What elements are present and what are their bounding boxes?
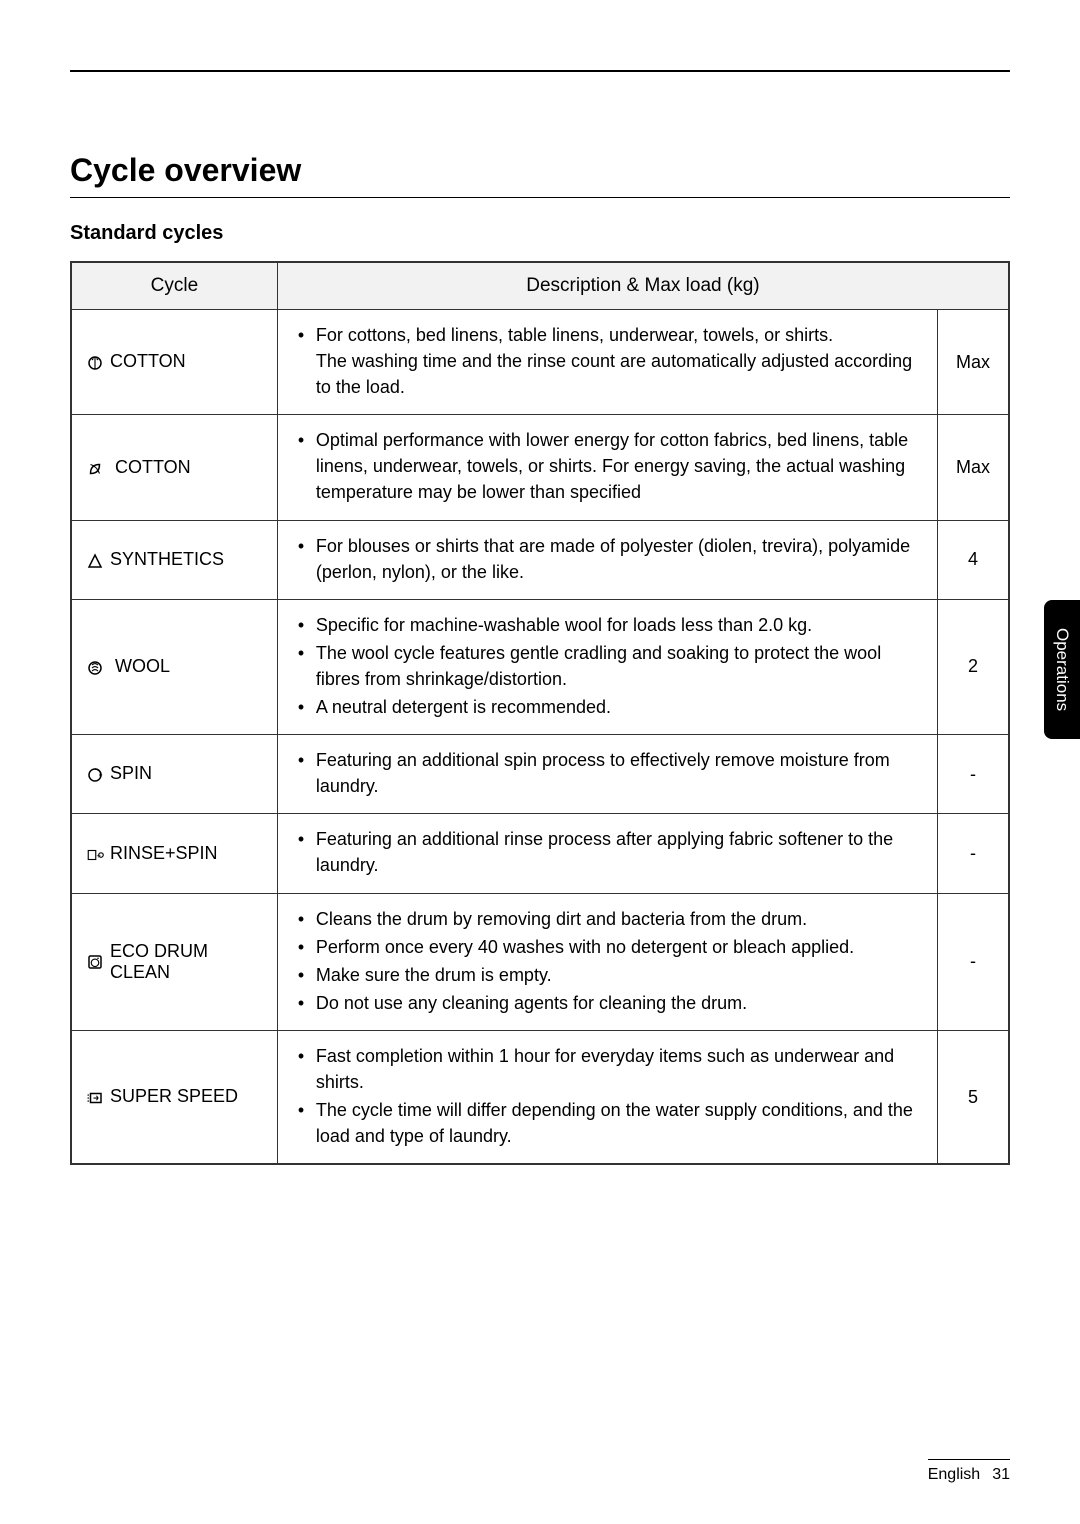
cycle-label: COTTON <box>110 457 191 477</box>
cycle-label: WOOL <box>110 656 170 676</box>
cycle-label: SPIN <box>110 763 152 783</box>
header-desc-load: Description & Max load (kg) <box>277 262 1009 310</box>
bullet-item: Specific for machine-washable wool for l… <box>292 612 923 638</box>
desc-load-cell: Featuring an additional rinse process af… <box>277 814 1009 893</box>
top-rule <box>70 70 1010 72</box>
cycle-cell: ECO DRUMCLEAN <box>71 893 277 1030</box>
description: Optimal performance with lower energy fo… <box>278 415 938 519</box>
description: Cleans the drum by removing dirt and bac… <box>278 894 938 1030</box>
cycle-label: ECO DRUMCLEAN <box>110 941 208 983</box>
bullet-item: Optimal performance with lower energy fo… <box>292 427 923 505</box>
desc-load-cell: Fast completion within 1 hour for everyd… <box>277 1030 1009 1164</box>
bullet-item: The wool cycle features gentle cradling … <box>292 640 923 692</box>
spin-icon <box>86 764 106 785</box>
desc-load-cell: Featuring an additional spin process to … <box>277 735 1009 814</box>
cycle-cell: SPIN <box>71 735 277 814</box>
cycle-label: SUPER SPEED <box>110 1086 238 1106</box>
cycles-table: Cycle Description & Max load (kg) COTTON… <box>70 261 1010 1165</box>
bullet-item: Featuring an additional spin process to … <box>292 747 923 799</box>
speed-icon <box>86 1087 106 1108</box>
wool-icon <box>86 657 106 678</box>
desc-load-cell: For cottons, bed linens, table linens, u… <box>277 310 1009 415</box>
desc-load-cell: Cleans the drum by removing dirt and bac… <box>277 893 1009 1030</box>
table-row: COTTON Optimal performance with lower ene… <box>71 415 1009 520</box>
max-load: - <box>938 735 1008 813</box>
table-row: SYNTHETICS For blouses or shirts that are… <box>71 520 1009 599</box>
eco-leaf-icon <box>86 457 106 478</box>
cycle-label: SYNTHETICS <box>110 549 224 569</box>
triangle-icon <box>86 550 106 571</box>
description: Fast completion within 1 hour for everyd… <box>278 1031 938 1163</box>
cotton-circle-icon <box>86 352 106 373</box>
cycle-cell: +RINSE+SPIN <box>71 814 277 893</box>
max-load: - <box>938 894 1008 1030</box>
max-load: Max <box>938 415 1008 519</box>
table-header-row: Cycle Description & Max load (kg) <box>71 262 1009 310</box>
max-load: 2 <box>938 600 1008 734</box>
side-tab: Operations <box>1044 600 1080 739</box>
table-row: SPIN Featuring an additional spin process… <box>71 735 1009 814</box>
bullet-item: For cottons, bed linens, table linens, u… <box>292 322 923 400</box>
cycle-label: COTTON <box>110 351 186 371</box>
bullet-item: Do not use any cleaning agents for clean… <box>292 990 923 1016</box>
subtitle: Standard cycles <box>70 222 1010 245</box>
table-row: +RINSE+SPIN Featuring an additional rinse… <box>71 814 1009 893</box>
max-load: Max <box>938 310 1008 414</box>
table-row: COTTON For cottons, bed linens, table lin… <box>71 310 1009 415</box>
description: For blouses or shirts that are made of p… <box>278 521 938 599</box>
description: Specific for machine-washable wool for l… <box>278 600 938 734</box>
rinse-spin-icon: + <box>86 843 106 864</box>
desc-load-cell: For blouses or shirts that are made of p… <box>277 520 1009 599</box>
max-load: - <box>938 814 1008 892</box>
cycle-cell: COTTON <box>71 310 277 415</box>
bullet-item: Fast completion within 1 hour for everyd… <box>292 1043 923 1095</box>
description: Featuring an additional spin process to … <box>278 735 938 813</box>
description: For cottons, bed linens, table linens, u… <box>278 310 938 414</box>
desc-load-cell: Specific for machine-washable wool for l… <box>277 599 1009 734</box>
header-cycle: Cycle <box>71 262 277 310</box>
page-title: Cycle overview <box>70 152 1010 198</box>
bullet-item: Featuring an additional rinse process af… <box>292 826 923 878</box>
desc-load-cell: Optimal performance with lower energy fo… <box>277 415 1009 520</box>
page-footer: English 31 <box>928 1459 1010 1484</box>
bullet-item: Perform once every 40 washes with no det… <box>292 934 923 960</box>
bullet-item: For blouses or shirts that are made of p… <box>292 533 923 585</box>
table-row: WOOL Specific for machine-washable wool f… <box>71 599 1009 734</box>
cycle-cell: COTTON <box>71 415 277 520</box>
max-load: 4 <box>938 521 1008 599</box>
bullet-item: Make sure the drum is empty. <box>292 962 923 988</box>
side-tab-label: Operations <box>1053 628 1072 711</box>
footer-lang: English <box>928 1466 980 1484</box>
footer-page-number: 31 <box>992 1466 1010 1484</box>
cycle-label: RINSE+SPIN <box>110 843 218 863</box>
max-load: 5 <box>938 1031 1008 1163</box>
cycle-cell: SUPER SPEED <box>71 1030 277 1164</box>
description: Featuring an additional rinse process af… <box>278 814 938 892</box>
bullet-item: A neutral detergent is recommended. <box>292 694 923 720</box>
cycle-cell: SYNTHETICS <box>71 520 277 599</box>
drum-icon <box>86 951 106 972</box>
cycle-cell: WOOL <box>71 599 277 734</box>
bullet-item: The cycle time will differ depending on … <box>292 1097 923 1149</box>
table-row: SUPER SPEED Fast completion within 1 hour… <box>71 1030 1009 1164</box>
table-row: ECO DRUMCLEAN Cleans the drum by removing… <box>71 893 1009 1030</box>
bullet-item: Cleans the drum by removing dirt and bac… <box>292 906 923 932</box>
